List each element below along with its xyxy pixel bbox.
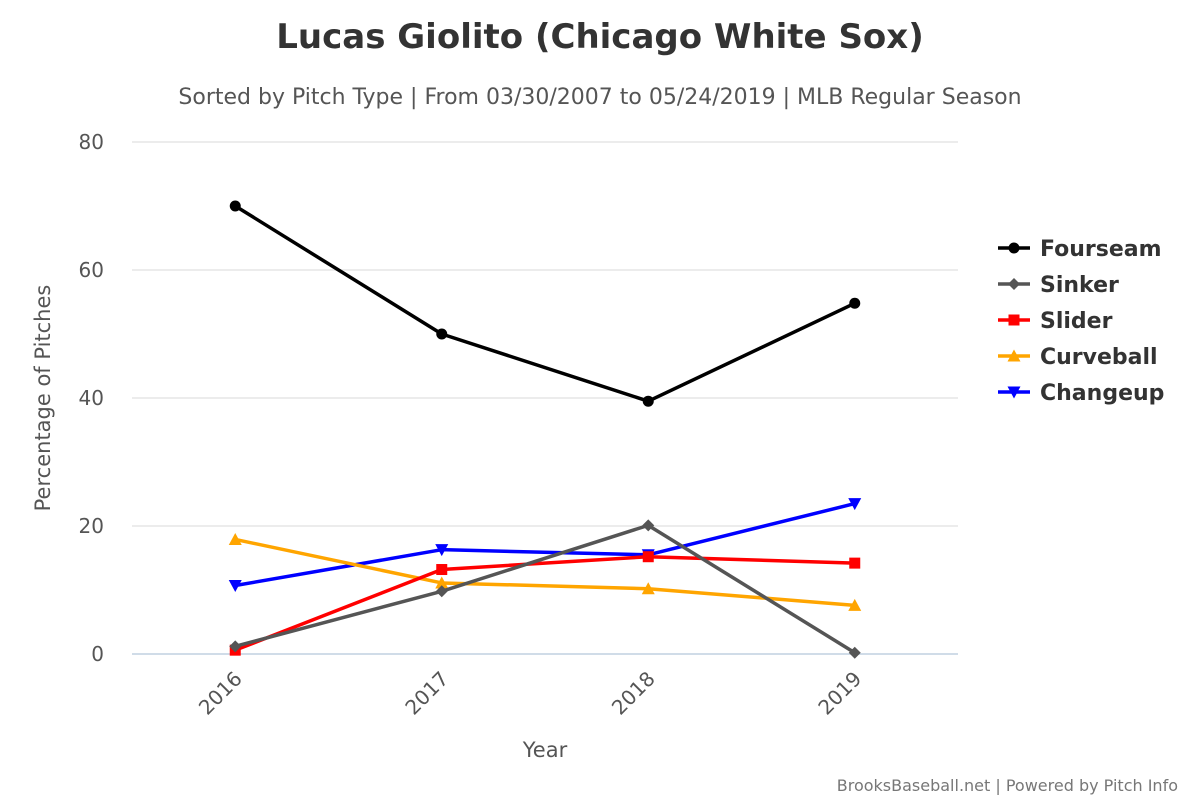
legend-marker-curveball[interactable] xyxy=(1007,349,1021,362)
data-point-curveball[interactable] xyxy=(848,598,862,611)
x-tick-label: 2016 xyxy=(194,667,247,720)
legend-item-sinker[interactable]: Sinker xyxy=(998,273,1119,298)
series-line-slider[interactable] xyxy=(234,554,855,652)
grid-lines xyxy=(132,141,958,655)
data-point-fourseam[interactable] xyxy=(436,328,448,340)
legend-item-fourseam[interactable]: Fourseam xyxy=(998,237,1162,262)
data-point-sinker[interactable] xyxy=(435,585,448,598)
legend-marker-changeup[interactable] xyxy=(1007,386,1021,399)
y-axis-ticks: 0 20 40 60 80 xyxy=(79,130,104,666)
x-tick-label: 2017 xyxy=(400,667,453,720)
legend-label-sinker: Sinker xyxy=(1040,273,1119,298)
legend-marker-fourseam[interactable] xyxy=(1008,242,1020,254)
series-slider xyxy=(229,551,861,656)
data-point-slider[interactable] xyxy=(436,564,448,576)
x-tick-label: 2018 xyxy=(607,667,660,720)
data-point-sinker[interactable] xyxy=(642,519,655,532)
series-layer xyxy=(228,200,862,659)
legend-label-slider: Slider xyxy=(1040,309,1113,334)
y-tick-label: 80 xyxy=(79,130,104,154)
series-line-sinker[interactable] xyxy=(234,523,856,655)
legend-label-fourseam: Fourseam xyxy=(1040,237,1162,262)
y-axis-title: Percentage of Pitches xyxy=(31,285,55,512)
y-tick-label: 0 xyxy=(91,642,104,666)
legend-marker-sinker[interactable] xyxy=(1008,278,1020,290)
data-point-changeup[interactable] xyxy=(848,498,862,511)
data-point-curveball[interactable] xyxy=(435,576,449,589)
series-line-curveball[interactable] xyxy=(234,537,855,608)
data-point-slider[interactable] xyxy=(849,557,861,569)
data-point-changeup[interactable] xyxy=(435,544,449,557)
x-tick-label: 2019 xyxy=(813,667,866,720)
series-changeup xyxy=(228,498,862,593)
legend-item-slider[interactable]: Slider xyxy=(998,309,1113,334)
data-point-sinker[interactable] xyxy=(848,646,861,659)
legend-item-changeup[interactable]: Changeup xyxy=(998,381,1164,406)
legend-label-changeup: Changeup xyxy=(1040,381,1164,406)
legend-item-curveball[interactable]: Curveball xyxy=(998,345,1158,370)
series-curveball xyxy=(228,532,862,611)
data-point-fourseam[interactable] xyxy=(229,200,241,212)
legend: Fourseam Sinker Slider Curveball Changeup xyxy=(998,237,1164,406)
y-tick-label: 40 xyxy=(79,386,104,410)
x-axis-title: Year xyxy=(522,738,568,762)
data-point-curveball[interactable] xyxy=(228,532,242,545)
series-line-fourseam[interactable] xyxy=(234,204,856,403)
legend-label-curveball: Curveball xyxy=(1040,345,1158,370)
chart-title: Lucas Giolito (Chicago White Sox) xyxy=(276,17,924,57)
y-tick-label: 20 xyxy=(79,514,104,538)
series-line-changeup[interactable] xyxy=(234,501,856,588)
credits[interactable]: BrooksBaseball.net | Powered by Pitch In… xyxy=(837,776,1178,795)
x-axis-ticks: 2016 2017 2018 2019 xyxy=(194,667,866,720)
data-point-changeup[interactable] xyxy=(228,580,242,593)
series-fourseam xyxy=(229,200,861,407)
legend-marker-slider[interactable] xyxy=(1008,314,1020,326)
data-point-sinker[interactable] xyxy=(229,640,242,653)
data-point-slider[interactable] xyxy=(642,551,654,563)
series-sinker xyxy=(229,519,861,659)
data-point-curveball[interactable] xyxy=(641,582,655,595)
y-tick-label: 60 xyxy=(79,258,104,282)
data-point-fourseam[interactable] xyxy=(642,395,654,407)
chart-subtitle: Sorted by Pitch Type | From 03/30/2007 t… xyxy=(178,85,1021,110)
data-point-fourseam[interactable] xyxy=(849,297,861,309)
